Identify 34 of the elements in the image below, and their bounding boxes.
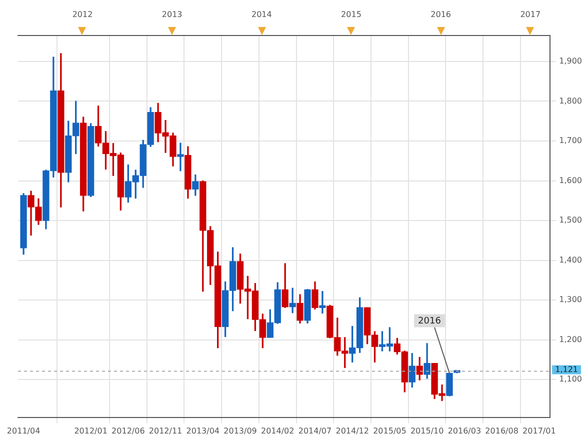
x2-tick-label: 2012 xyxy=(72,10,93,19)
x2-tick-label: 2015 xyxy=(341,10,362,19)
x-tick-label: 2012/06 xyxy=(112,426,145,436)
y-tick-label: 1,100 xyxy=(559,374,582,384)
candlestick xyxy=(319,290,326,314)
y-tick-label: 1,700 xyxy=(559,136,582,146)
x2-tick-label: 2016 xyxy=(430,10,451,19)
x-tick-label: 2012/11 xyxy=(148,426,182,436)
x-tick-label: 2014/02 xyxy=(260,426,294,436)
x2-tick-label: 2014 xyxy=(251,10,272,19)
x-tick-label: 2011/04 xyxy=(6,426,40,436)
y-tick-label: 1,800 xyxy=(559,96,582,106)
y-tick-label: 1,600 xyxy=(559,176,582,185)
x-tick-label: 2016/08 xyxy=(485,426,518,436)
x-tick-label: 2013/09 xyxy=(224,426,257,436)
y-tick-label: 1,200 xyxy=(559,334,582,344)
x2-tick-label: 2017 xyxy=(520,10,541,19)
y-tick-label: 1,500 xyxy=(559,216,582,225)
candlestick xyxy=(289,288,296,314)
x-tick-label: 2015/05 xyxy=(373,426,406,436)
x-tick-label: 2015/10 xyxy=(410,426,444,436)
x-tick-label: 2014/07 xyxy=(298,426,332,436)
x-tick-label: 2016/03 xyxy=(448,426,482,436)
x-tick-label: 2012/01 xyxy=(74,426,108,436)
annotation: 2016 xyxy=(418,316,442,327)
x2-tick-label: 2013 xyxy=(162,10,182,19)
x-tick-label: 2014/12 xyxy=(336,426,369,436)
candlestick xyxy=(177,142,184,172)
y-tick-label: 1,900 xyxy=(559,56,582,66)
x-tick-label: 2017/01 xyxy=(522,426,556,436)
x-tick-label: 2013/04 xyxy=(186,426,220,436)
y-tick-label: 1,300 xyxy=(559,295,582,304)
y-tick-label: 1,400 xyxy=(559,255,582,264)
ref-line-label: 1,121 xyxy=(555,364,578,374)
